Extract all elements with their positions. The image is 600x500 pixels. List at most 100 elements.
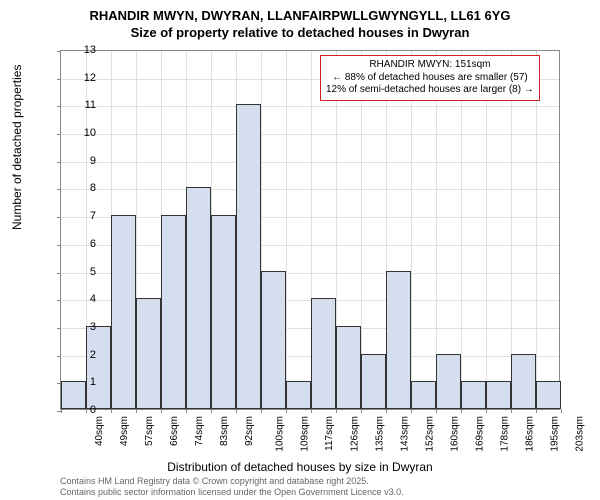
title-line2: Size of property relative to detached ho… [0,25,600,42]
xtick-label: 178sqm [500,416,511,452]
histogram-bar [136,298,161,409]
ytick-label: 5 [66,266,96,278]
gridline-v [286,51,287,409]
histogram-bar [461,381,486,409]
gridline-v [411,51,412,409]
ytick-mark [57,51,61,52]
footer-line1: Contains HM Land Registry data © Crown c… [60,476,404,487]
histogram-bar [236,104,261,409]
xtick-mark [511,409,512,413]
gridline-v [536,51,537,409]
xtick-mark [61,409,62,413]
plot-area: RHANDIR MWYN: 151sqm ← 88% of detached h… [60,50,560,410]
xtick-mark [336,409,337,413]
xtick-mark [261,409,262,413]
title-line1: RHANDIR MWYN, DWYRAN, LLANFAIRPWLLGWYNGY… [0,8,600,25]
annotation-box: RHANDIR MWYN: 151sqm ← 88% of detached h… [320,55,540,101]
ytick-mark [57,189,61,190]
xtick-label: 152sqm [425,416,436,452]
ytick-label: 0 [66,404,96,416]
xtick-label: 117sqm [324,416,335,451]
ytick-label: 4 [66,293,96,305]
ytick-mark [57,300,61,301]
histogram-bar [261,271,286,409]
xtick-mark [561,409,562,413]
histogram-bar [486,381,511,409]
histogram-bar [286,381,311,409]
ytick-label: 8 [66,182,96,194]
xtick-label: 100sqm [275,416,286,452]
xtick-mark [311,409,312,413]
xtick-label: 40sqm [94,416,105,446]
ytick-label: 3 [66,321,96,333]
ytick-label: 11 [66,99,96,111]
xtick-mark [411,409,412,413]
x-axis-label: Distribution of detached houses by size … [0,460,600,474]
xtick-mark [536,409,537,413]
histogram-bar [536,381,561,409]
ytick-mark [57,106,61,107]
xtick-mark [136,409,137,413]
histogram-bar [436,354,461,409]
ytick-label: 1 [66,376,96,388]
ytick-label: 12 [66,72,96,84]
ytick-label: 10 [66,127,96,139]
ytick-mark [57,245,61,246]
ytick-label: 9 [66,155,96,167]
xtick-mark [211,409,212,413]
histogram-bar [361,354,386,409]
ytick-mark [57,328,61,329]
xtick-label: 203sqm [575,416,586,452]
histogram-bar [111,215,136,409]
histogram-bar [411,381,436,409]
xtick-label: 66sqm [169,416,180,446]
histogram-bar [336,326,361,409]
histogram-bar [386,271,411,409]
ytick-label: 13 [66,44,96,56]
xtick-mark [111,409,112,413]
xtick-label: 160sqm [450,416,461,452]
xtick-label: 57sqm [144,416,155,446]
xtick-label: 169sqm [475,416,486,452]
ytick-mark [57,134,61,135]
xtick-label: 74sqm [194,416,205,446]
gridline-v [461,51,462,409]
ytick-label: 6 [66,238,96,250]
annotation-line2: ← 88% of detached houses are smaller (57… [326,72,534,85]
xtick-label: 92sqm [244,416,255,446]
xtick-mark [361,409,362,413]
y-axis-label: Number of detached properties [10,65,24,230]
xtick-mark [161,409,162,413]
xtick-label: 49sqm [119,416,130,446]
ytick-mark [57,273,61,274]
ytick-mark [57,356,61,357]
xtick-label: 135sqm [375,416,386,452]
xtick-mark [236,409,237,413]
xtick-label: 195sqm [550,416,561,452]
footer-line2: Contains public sector information licen… [60,487,404,498]
histogram-bar [161,215,186,409]
xtick-mark [386,409,387,413]
xtick-mark [436,409,437,413]
xtick-label: 143sqm [400,416,411,452]
histogram-bar [86,326,111,409]
xtick-label: 109sqm [300,416,311,452]
xtick-mark [286,409,287,413]
ytick-label: 2 [66,349,96,361]
annotation-line3: 12% of semi-detached houses are larger (… [326,84,534,97]
ytick-mark [57,217,61,218]
xtick-label: 83sqm [219,416,230,446]
annotation-line1: RHANDIR MWYN: 151sqm [326,59,534,72]
xtick-mark [186,409,187,413]
histogram-bar [511,354,536,409]
histogram-bar [311,298,336,409]
xtick-mark [461,409,462,413]
xtick-mark [486,409,487,413]
ytick-label: 7 [66,210,96,222]
chart-title: RHANDIR MWYN, DWYRAN, LLANFAIRPWLLGWYNGY… [0,0,600,42]
xtick-label: 126sqm [350,416,361,452]
histogram-bar [186,187,211,409]
ytick-mark [57,79,61,80]
histogram-bar [211,215,236,409]
xtick-label: 186sqm [525,416,536,452]
